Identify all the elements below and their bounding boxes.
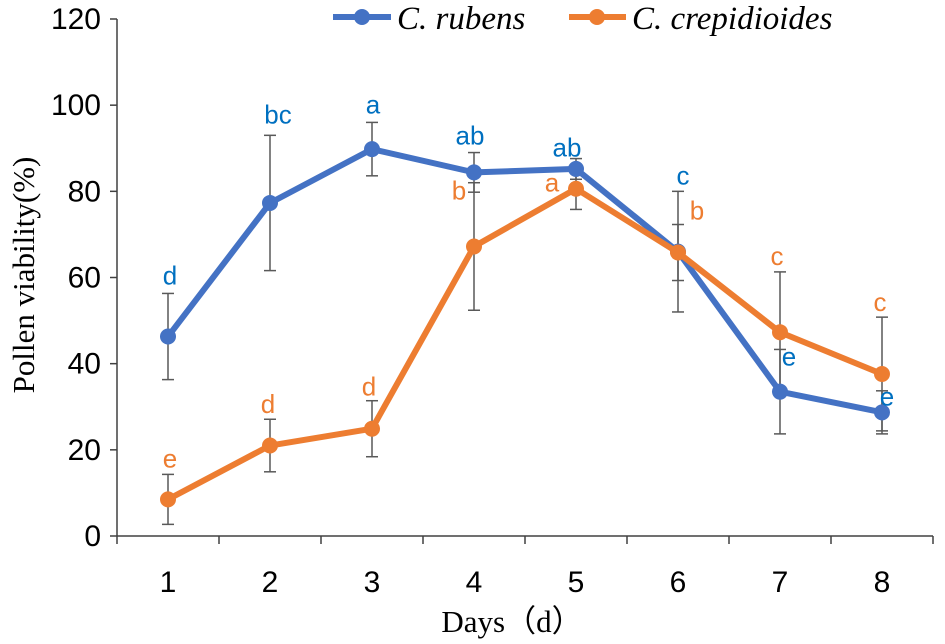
y-tick-label: 20 <box>68 434 101 467</box>
legend-marker-c-rubens <box>354 9 370 25</box>
x-tick-label: 2 <box>262 566 279 599</box>
x-axis-title: Days（d） <box>441 604 582 639</box>
data-point-c-crepidioides <box>670 244 686 261</box>
x-tick-label: 3 <box>364 566 381 599</box>
legend: C. rubens C. crepidioides <box>333 1 832 37</box>
series-line-c-rubens <box>165 146 883 416</box>
data-point-c-rubens <box>568 160 584 177</box>
significance-letter-c-crepidioides: b <box>690 196 704 226</box>
legend-item-c-crepidioides: C. crepidioides <box>569 1 832 37</box>
y-tick-label: 40 <box>68 348 101 381</box>
significance-letter-c-rubens: d <box>163 260 177 290</box>
series-layer <box>160 141 890 508</box>
legend-label-c-rubens: C. rubens <box>397 1 525 37</box>
data-point-c-rubens <box>160 328 176 345</box>
x-tick-label: 5 <box>568 566 585 599</box>
error-bars <box>162 121 888 526</box>
significance-letter-c-crepidioides: c <box>771 241 784 271</box>
significance-letter-c-rubens: e <box>782 342 796 372</box>
x-axis-ticks: 1 2 3 4 5 6 7 8 <box>116 536 934 599</box>
y-axis-title: Pollen viability(%) <box>6 157 41 394</box>
y-tick-label: 120 <box>51 3 101 36</box>
x-tick-label: 1 <box>160 566 177 599</box>
data-point-c-crepidioides <box>262 437 278 454</box>
significance-letter-c-crepidioides: d <box>261 389 275 419</box>
legend-item-c-rubens: C. rubens <box>333 1 525 37</box>
data-point-c-crepidioides <box>874 366 890 383</box>
data-point-c-rubens <box>364 141 380 158</box>
significance-letter-c-crepidioides: e <box>163 443 177 473</box>
data-point-c-crepidioides <box>772 324 788 341</box>
data-point-c-crepidioides <box>568 180 584 197</box>
data-point-c-rubens <box>874 404 890 421</box>
significance-letter-c-rubens: ab <box>553 133 582 163</box>
data-point-c-rubens <box>466 164 482 181</box>
data-point-c-rubens <box>262 194 278 211</box>
y-tick-label: 100 <box>51 89 101 122</box>
series-c-crepidioides <box>160 180 890 508</box>
y-tick-label: 60 <box>68 262 101 295</box>
significance-letter-c-rubens: c <box>677 160 690 190</box>
significance-letter-c-crepidioides: a <box>545 168 560 198</box>
significance-letter-c-crepidioides: b <box>452 176 466 206</box>
significance-letter-c-rubens: bc <box>264 99 291 129</box>
data-point-c-crepidioides <box>364 420 380 437</box>
data-point-c-rubens <box>772 383 788 400</box>
legend-marker-c-crepidioides <box>589 9 605 25</box>
x-tick-label: 4 <box>466 566 483 599</box>
series-line-c-crepidioides <box>166 185 884 503</box>
y-tick-label: 80 <box>68 175 101 208</box>
significance-letter-c-crepidioides: d <box>362 372 376 402</box>
y-tick-label: 0 <box>84 520 101 553</box>
significance-letter-c-rubens: ab <box>456 121 485 151</box>
x-tick-label: 8 <box>874 566 891 599</box>
y-axis-ticks: 0 20 40 60 80 100 120 <box>51 3 117 553</box>
legend-label-c-crepidioides: C. crepidioides <box>632 1 832 37</box>
x-tick-label: 6 <box>670 566 687 599</box>
significance-letter-c-crepidioides: c <box>874 287 887 317</box>
significance-letter-c-rubens: a <box>366 89 381 119</box>
data-point-c-crepidioides <box>466 238 482 255</box>
significance-letter-c-rubens: e <box>880 381 894 411</box>
x-tick-label: 7 <box>772 566 789 599</box>
data-point-c-crepidioides <box>160 491 176 508</box>
